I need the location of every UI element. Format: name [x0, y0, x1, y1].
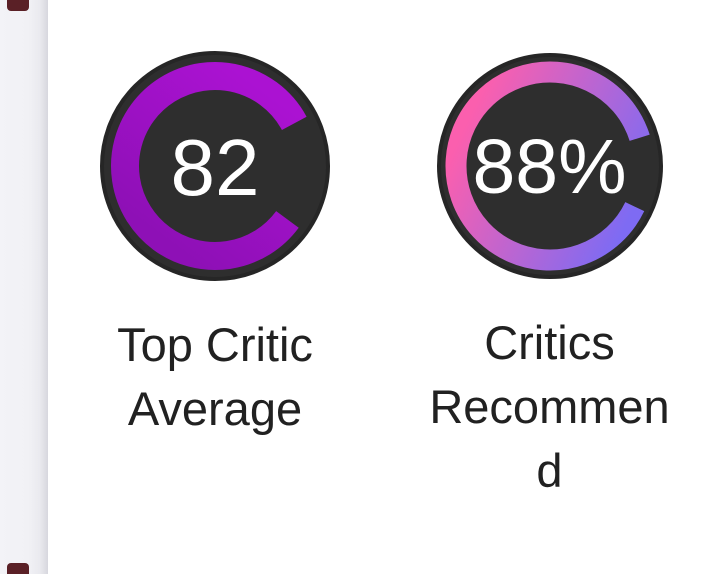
critics-recommend-label: Critics Recommen d — [382, 311, 717, 503]
gauge-ring-svg — [100, 51, 330, 281]
top-critic-average-gauge: 82 — [99, 50, 331, 287]
top-critic-average-score: 82 Top Critic Average — [48, 0, 382, 574]
label-line: d — [536, 444, 563, 497]
label-line: Recommen — [429, 380, 670, 433]
clipped-card-fragment-top — [7, 0, 29, 11]
gauge-ring-svg — [436, 53, 663, 279]
critics-recommend-value: 88% — [472, 124, 627, 210]
carousel-left-edge[interactable] — [0, 0, 48, 574]
label-line: Average — [127, 382, 303, 435]
label-line: Critics — [484, 316, 615, 369]
critics-recommend-gauge: 88% — [436, 52, 664, 285]
label-line: Top Critic — [117, 318, 313, 371]
critics-recommend-score: 88% Critics Recommen d — [382, 0, 717, 574]
top-critic-average-label: Top Critic Average — [48, 313, 382, 441]
scores-carousel[interactable]: 82 Top Critic Average — [48, 0, 717, 574]
top-critic-average-value: 82 — [170, 122, 260, 212]
clipped-card-fragment-bottom — [7, 563, 29, 574]
